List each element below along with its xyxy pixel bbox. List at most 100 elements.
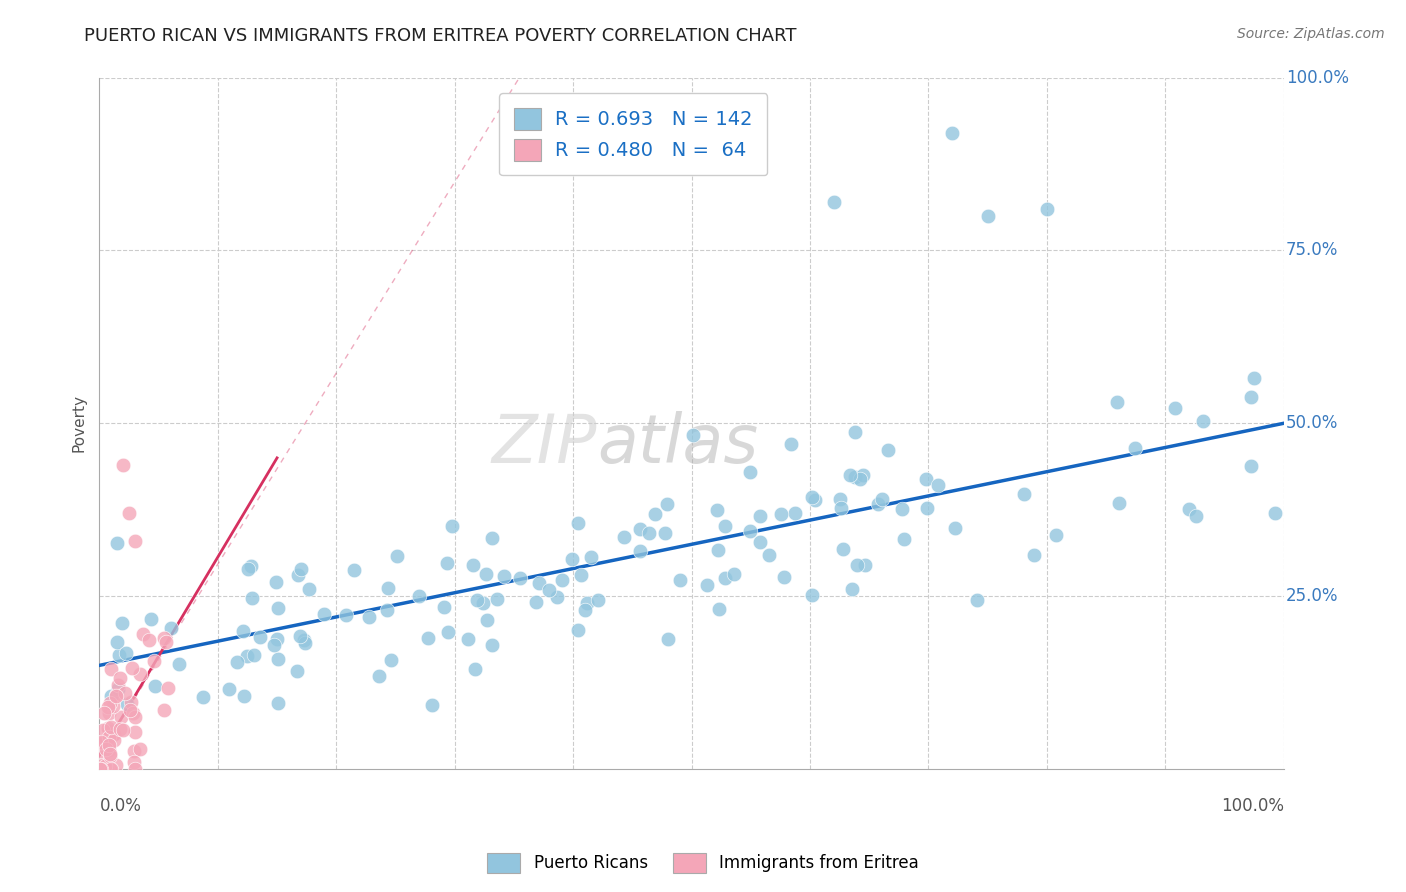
Point: [232, 690, 254, 704]
Point: [823, 194, 845, 209]
Point: [740, 524, 762, 538]
Point: [267, 696, 290, 710]
Point: [748, 508, 770, 523]
Point: [357, 609, 380, 624]
Point: [314, 607, 336, 622]
Point: [121, 706, 143, 721]
Point: [292, 632, 315, 647]
Point: [128, 666, 150, 681]
Point: [266, 575, 288, 590]
Point: [103, 727, 125, 741]
Point: [1264, 507, 1286, 521]
Point: [108, 722, 131, 736]
Point: [569, 568, 592, 582]
Point: [420, 698, 443, 712]
Point: [831, 541, 853, 556]
Point: [100, 662, 122, 676]
Point: [97, 706, 120, 720]
Text: 50.0%: 50.0%: [1286, 414, 1339, 433]
Point: [457, 632, 479, 647]
Point: [290, 562, 312, 576]
Point: [152, 631, 174, 645]
Point: [441, 518, 464, 533]
Point: [475, 566, 498, 581]
Point: [111, 616, 134, 631]
Point: [122, 755, 145, 769]
Point: [118, 506, 141, 520]
Point: [112, 723, 135, 737]
Point: [1192, 414, 1215, 428]
Point: [103, 727, 125, 741]
Point: [773, 570, 796, 584]
Point: [1045, 528, 1067, 542]
Point: [509, 571, 531, 585]
Point: [141, 612, 163, 626]
Point: [696, 578, 718, 592]
Point: [1243, 371, 1265, 385]
Point: [287, 567, 309, 582]
Point: [546, 590, 568, 604]
Point: [465, 593, 488, 607]
Point: [90, 736, 112, 750]
Point: [800, 588, 823, 602]
Point: [266, 632, 288, 647]
Point: [107, 678, 129, 692]
Point: [713, 571, 735, 585]
Point: [657, 632, 679, 647]
Point: [380, 653, 402, 667]
Point: [343, 563, 366, 577]
Point: [236, 648, 259, 663]
Point: [375, 603, 398, 617]
Point: [105, 536, 128, 550]
Point: [193, 690, 215, 705]
Point: [870, 491, 893, 506]
Point: [714, 519, 737, 533]
Point: [783, 506, 806, 520]
Point: [121, 661, 143, 675]
Text: 100.0%: 100.0%: [1220, 797, 1284, 814]
Point: [153, 703, 176, 717]
Point: [105, 688, 128, 702]
Point: [669, 573, 692, 587]
Point: [240, 559, 263, 574]
Point: [492, 569, 515, 583]
Point: [131, 627, 153, 641]
Point: [561, 551, 583, 566]
Point: [780, 437, 803, 451]
Point: [1178, 502, 1201, 516]
Point: [243, 648, 266, 662]
Point: [118, 703, 141, 717]
Point: [112, 458, 135, 472]
Legend: R = 0.693   N = 142, R = 0.480   N =  64: R = 0.693 N = 142, R = 0.480 N = 64: [499, 94, 768, 176]
Point: [122, 744, 145, 758]
Point: [976, 209, 998, 223]
Legend: Puerto Ricans, Immigrants from Eritrea: Puerto Ricans, Immigrants from Eritrea: [481, 847, 925, 880]
Point: [96, 739, 118, 754]
Point: [433, 600, 456, 615]
Point: [852, 468, 875, 483]
Point: [285, 665, 308, 679]
Point: [890, 502, 912, 516]
Point: [524, 595, 547, 609]
Point: [105, 634, 128, 648]
Point: [89, 762, 111, 776]
Point: [706, 503, 728, 517]
Point: [232, 624, 254, 638]
Point: [927, 478, 949, 492]
Point: [537, 582, 560, 597]
Point: [97, 724, 120, 739]
Point: [1164, 401, 1187, 416]
Point: [574, 603, 596, 617]
Point: [769, 507, 792, 521]
Point: [91, 762, 114, 776]
Point: [124, 724, 146, 739]
Point: [89, 743, 111, 757]
Point: [110, 710, 132, 724]
Point: [93, 723, 115, 738]
Point: [576, 596, 599, 610]
Point: [628, 522, 651, 536]
Point: [249, 630, 271, 644]
Point: [124, 533, 146, 548]
Point: [143, 680, 166, 694]
Point: [437, 625, 460, 640]
